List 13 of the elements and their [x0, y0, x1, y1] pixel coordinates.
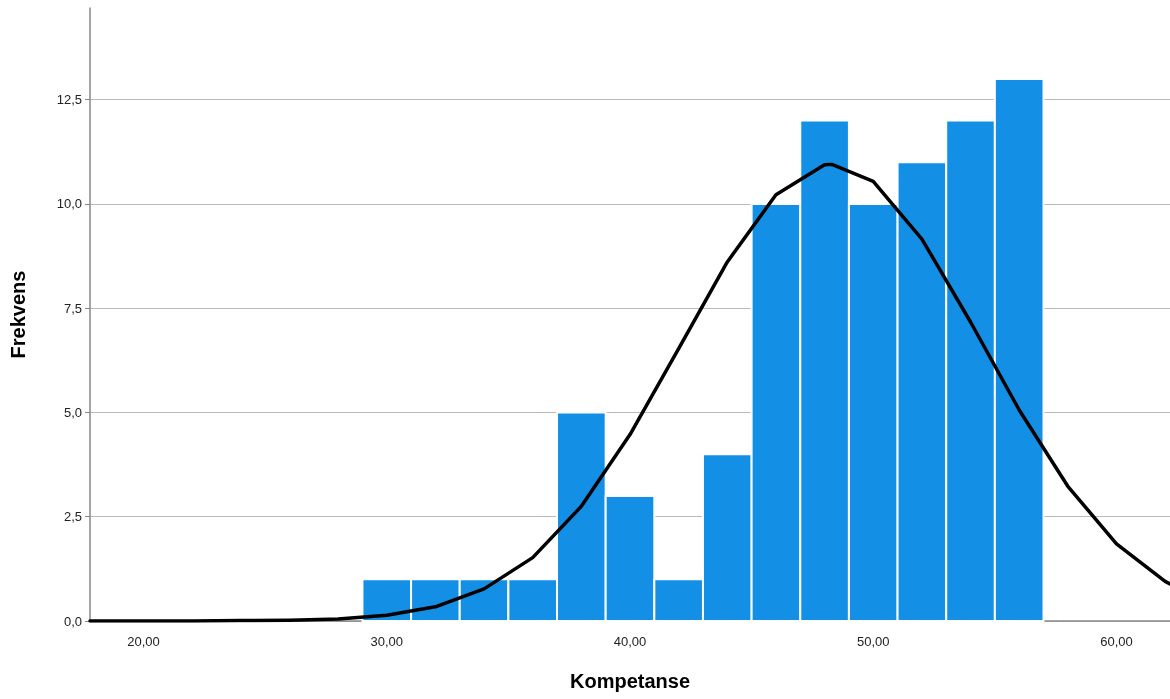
- x-tick-label: 20,00: [127, 634, 160, 649]
- y-tick-label: 2,5: [63, 509, 82, 525]
- y-tick-label: 0,0: [63, 613, 82, 629]
- y-tick-label: 10,0: [56, 196, 82, 212]
- y-axis-title: Frekvens: [7, 270, 29, 359]
- y-tick-label: 7,5: [63, 300, 82, 316]
- x-tick-label: 60,00: [1100, 634, 1133, 649]
- x-tick-label: 50,00: [856, 634, 890, 649]
- x-axis-title: Kompetanse: [569, 670, 691, 692]
- y-tick-label: 5,0: [63, 405, 82, 420]
- y-tick-label: 12,5: [56, 92, 82, 108]
- x-tick-label: 40,00: [613, 634, 647, 649]
- x-tick-label: 30,00: [370, 634, 404, 649]
